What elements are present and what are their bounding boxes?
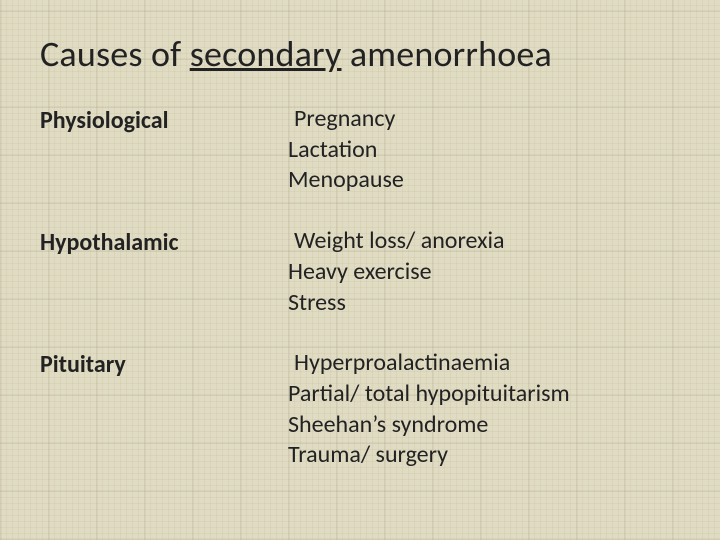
category-label: Hypothalamic xyxy=(40,226,288,318)
title-prefix: Causes of xyxy=(40,32,190,76)
item: Heavy exercise xyxy=(288,257,680,288)
title-underlined: secondary xyxy=(190,32,342,76)
item: Menopause xyxy=(288,165,680,196)
item: Pregnancy xyxy=(288,104,680,135)
item: Partial/ total hypopituitarism xyxy=(288,379,680,410)
row-hypothalamic: Hypothalamic Weight loss/ anorexia Heavy… xyxy=(40,226,680,318)
category-label: Physiological xyxy=(40,104,288,196)
item: Stress xyxy=(288,288,680,319)
item: Weight loss/ anorexia xyxy=(288,226,680,257)
category-items: Weight loss/ anorexia Heavy exercise Str… xyxy=(288,226,680,318)
item: Lactation xyxy=(288,135,680,166)
row-physiological: Physiological Pregnancy Lactation Menopa… xyxy=(40,104,680,196)
row-pituitary: Pituitary Hyperproalactinaemia Partial/ … xyxy=(40,348,680,471)
category-items: Hyperproalactinaemia Partial/ total hypo… xyxy=(288,348,680,471)
category-items: Pregnancy Lactation Menopause xyxy=(288,104,680,196)
slide-title: Causes of secondary amenorrhoea xyxy=(40,32,680,76)
title-suffix: amenorrhoea xyxy=(341,32,552,76)
category-label: Pituitary xyxy=(40,348,288,471)
item: Sheehan’s syndrome xyxy=(288,410,680,441)
item: Trauma/ surgery xyxy=(288,440,680,471)
item: Hyperproalactinaemia xyxy=(288,348,680,379)
slide: Causes of secondary amenorrhoea Physiolo… xyxy=(0,0,720,540)
